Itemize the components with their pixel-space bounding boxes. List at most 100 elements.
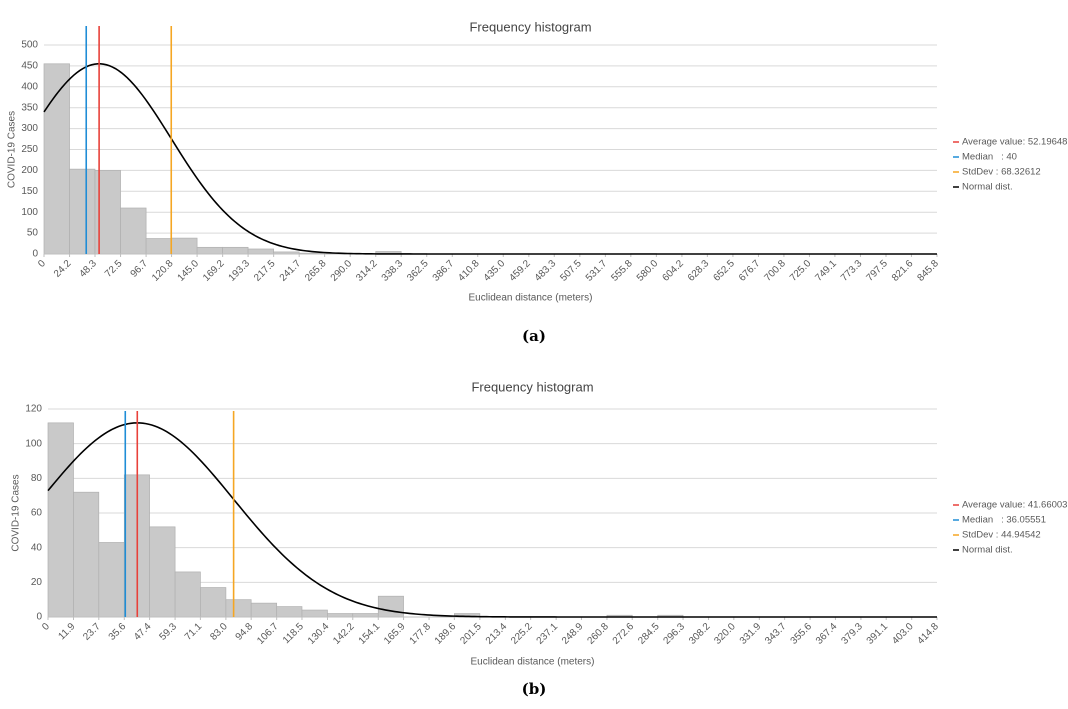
x-tick-label: 193.3 <box>227 258 253 284</box>
bar <box>120 207 147 255</box>
x-axis-label: Euclidean distance (meters) <box>469 293 593 304</box>
x-tick-label: 272.6 <box>611 621 637 647</box>
chart-title: Frequency histogram <box>469 19 591 34</box>
bar <box>247 248 274 255</box>
x-tick-label: 700.8 <box>762 258 788 284</box>
x-tick-label: 652.5 <box>711 258 737 284</box>
x-tick-label: 725.0 <box>788 258 814 284</box>
bar <box>250 602 278 618</box>
legend-label: Median : 40 <box>962 152 1017 163</box>
x-tick-label: 142.2 <box>331 621 357 647</box>
bar <box>301 609 328 618</box>
x-tick-label: 331.9 <box>738 621 764 647</box>
x-tick-label: 72.5 <box>103 258 125 280</box>
y-axis-label: COVID-19 Cases <box>11 474 22 551</box>
x-tick-label: 367.4 <box>814 621 840 647</box>
y-tick-label: 0 <box>36 612 42 623</box>
x-tick-label: 23.7 <box>81 621 103 643</box>
bar <box>276 606 303 618</box>
x-tick-label: 169.2 <box>201 258 227 284</box>
x-tick-label: 580.0 <box>635 258 661 284</box>
x-tick-label: 391.1 <box>865 621 891 647</box>
x-tick-label: 797.5 <box>865 258 891 284</box>
x-tick-label: 248.9 <box>560 621 586 647</box>
x-tick-label: 821.6 <box>890 258 916 284</box>
bar <box>171 237 198 255</box>
x-tick-label: 355.6 <box>789 621 815 647</box>
x-tick-label: 320.0 <box>712 621 738 647</box>
x-tick-label: 343.7 <box>763 621 789 647</box>
legend-label: StdDev : 44.94542 <box>962 530 1041 541</box>
x-tick-label: 24.2 <box>52 258 74 280</box>
bar <box>225 599 252 618</box>
x-tick-label: 379.3 <box>839 621 865 647</box>
x-tick-label: 225.2 <box>509 621 535 647</box>
y-tick-label: 0 <box>32 249 38 260</box>
x-tick-label: 284.5 <box>636 621 662 647</box>
normal-curve <box>43 63 937 255</box>
x-tick-label: 459.2 <box>507 258 533 284</box>
legend-label: Normal dist. <box>962 545 1013 556</box>
bar <box>196 246 223 255</box>
x-tick-label: 773.3 <box>839 258 865 284</box>
x-tick-label: 555.8 <box>609 258 635 284</box>
x-tick-label: 177.8 <box>408 621 434 647</box>
x-tick-label: 154.1 <box>357 621 383 647</box>
bar <box>43 63 70 255</box>
x-tick-label: 314.2 <box>354 258 380 284</box>
y-tick-label: 60 <box>31 508 43 519</box>
legend-label: Average value: 41.66003 <box>962 500 1067 511</box>
legend-label: Average value: 52.19648 <box>962 137 1067 148</box>
x-tick-label: 106.7 <box>255 621 281 647</box>
y-tick-label: 400 <box>21 81 38 92</box>
bar <box>222 246 249 255</box>
caption: (b) <box>522 680 547 698</box>
x-tick-label: 414.8 <box>916 621 942 647</box>
y-tick-label: 100 <box>21 207 38 218</box>
y-tick-label: 120 <box>25 404 42 415</box>
x-tick-label: 11.9 <box>56 621 77 642</box>
x-tick-label: 217.5 <box>252 258 278 284</box>
bar <box>149 526 176 618</box>
x-tick-label: 676.7 <box>737 258 763 284</box>
x-tick-label: 0 <box>36 258 48 270</box>
chart-panel: Frequency histogram 0 50 100 150 200 250 300 350… <box>7 19 1068 345</box>
bar <box>69 168 96 255</box>
x-tick-label: 260.8 <box>585 621 611 647</box>
bar <box>145 238 172 255</box>
caption: (a) <box>522 327 546 345</box>
y-tick-label: 350 <box>21 102 38 113</box>
x-tick-label: 507.5 <box>558 258 584 284</box>
x-tick-label: 94.8 <box>234 621 256 643</box>
x-axis-label: Euclidean distance (meters) <box>471 657 595 668</box>
y-tick-label: 500 <box>21 40 38 51</box>
y-tick-label: 40 <box>31 542 43 553</box>
bar <box>174 571 201 618</box>
bar <box>98 542 125 618</box>
x-tick-label: 48.3 <box>77 258 99 280</box>
x-tick-label: 59.3 <box>158 621 180 643</box>
bar <box>327 613 354 618</box>
x-tick-label: 201.5 <box>458 621 484 647</box>
y-axis-label: COVID-19 Cases <box>7 111 18 188</box>
legend-label: Normal dist. <box>962 182 1013 193</box>
x-tick-label: 265.8 <box>303 258 329 284</box>
x-tick-label: 120.8 <box>150 258 176 284</box>
y-tick-label: 50 <box>27 228 39 239</box>
x-tick-label: 749.1 <box>813 258 839 284</box>
bar <box>73 491 100 618</box>
x-tick-label: 290.0 <box>329 258 355 284</box>
legend-label: Median : 36.05551 <box>962 515 1046 526</box>
bar <box>352 613 379 618</box>
x-tick-label: 71.1 <box>183 621 205 643</box>
x-tick-label: 189.6 <box>433 621 459 647</box>
normal-curve <box>47 422 937 618</box>
y-tick-label: 450 <box>21 61 38 72</box>
x-tick-label: 47.4 <box>132 621 154 643</box>
x-tick-label: 435.0 <box>482 258 508 284</box>
x-tick-label: 241.7 <box>278 258 304 284</box>
y-tick-label: 300 <box>21 123 38 134</box>
x-tick-label: 213.4 <box>484 621 510 647</box>
x-tick-label: 237.1 <box>535 621 561 647</box>
